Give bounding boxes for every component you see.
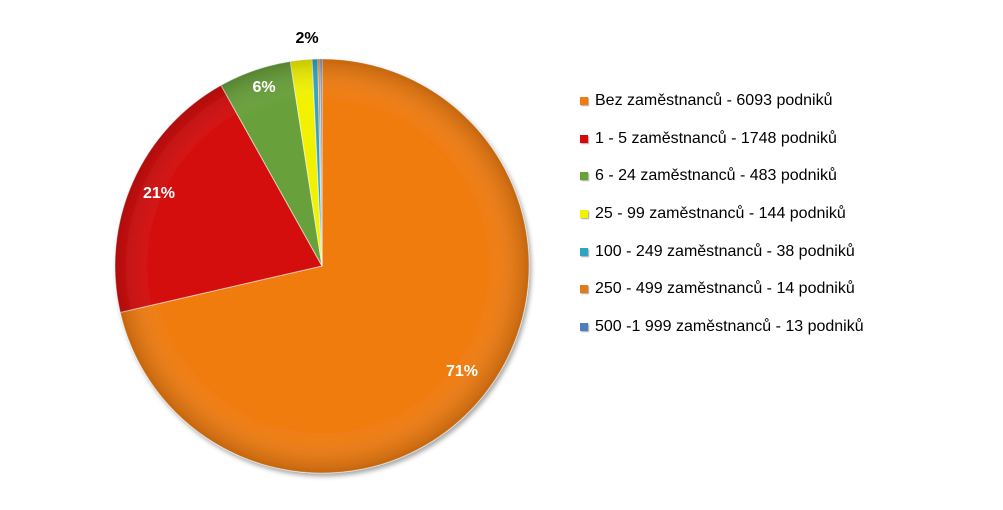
chart-legend: Bez zaměstnanců - 6093 podniků 1 - 5 zamě… <box>580 82 1000 346</box>
legend-item-1: Bez zaměstnanců - 6093 podniků <box>580 82 1000 120</box>
legend-label-5: 100 - 249 zaměstnanců - 38 podniků <box>595 242 855 260</box>
legend-item-5: 100 - 249 zaměstnanců - 38 podniků <box>580 233 1000 271</box>
legend-item-2: 1 - 5 zaměstnanců - 1748 podniků <box>580 120 1000 158</box>
legend-label-4: 25 - 99 zaměstnanců - 144 podniků <box>595 204 846 222</box>
slice-label-1: 71% <box>446 363 478 380</box>
legend-item-3: 6 - 24 zaměstnanců - 483 podniků <box>580 157 1000 195</box>
legend-swatch-3 <box>580 172 588 181</box>
legend-swatch-7 <box>580 322 588 331</box>
pie-edge-shading <box>115 59 529 473</box>
pie-slices <box>114 58 530 474</box>
legend-item-4: 25 - 99 zaměstnanců - 144 podniků <box>580 195 1000 233</box>
pie-labels: 71% 21% 6% 2% <box>143 30 478 380</box>
legend-swatch-2 <box>580 134 588 143</box>
slice-label-2: 21% <box>143 185 175 202</box>
legend-label-7: 500 -1 999 zaměstnanců - 13 podniků <box>595 317 864 335</box>
legend-label-1: Bez zaměstnanců - 6093 podniků <box>595 91 833 109</box>
legend-swatch-1 <box>580 96 588 105</box>
legend-item-6: 250 - 499 zaměstnanců - 14 podniků <box>580 270 1000 308</box>
legend-label-6: 250 - 499 zaměstnanců - 14 podniků <box>595 280 855 298</box>
legend-label-3: 6 - 24 zaměstnanců - 483 podniků <box>595 167 837 185</box>
legend-swatch-4 <box>580 209 588 218</box>
slice-label-3: 6% <box>252 79 275 96</box>
legend-swatch-6 <box>580 285 588 294</box>
legend-item-7: 500 -1 999 zaměstnanců - 13 podniků <box>580 308 1000 346</box>
slice-label-4: 2% <box>295 30 318 47</box>
legend-label-2: 1 - 5 zaměstnanců - 1748 podniků <box>595 129 837 147</box>
legend-swatch-5 <box>580 247 588 256</box>
